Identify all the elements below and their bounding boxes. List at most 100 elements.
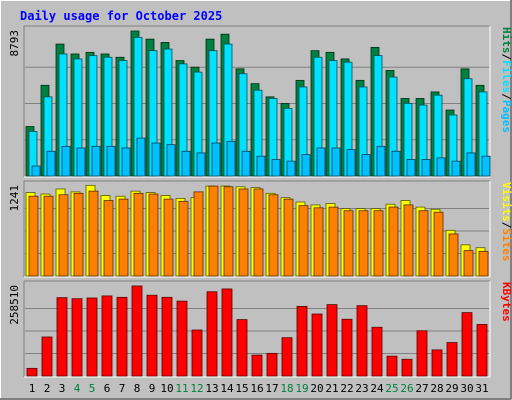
legend-entry: Pages xyxy=(500,100,512,133)
bar-kbytes-day-16 xyxy=(251,354,263,377)
bar-kbytes-day-23 xyxy=(356,305,368,377)
bar-kbytes-day-19 xyxy=(296,305,308,377)
bar-sites-day-24 xyxy=(373,210,384,277)
bar-kbytes-day-13 xyxy=(206,291,218,377)
day-label: 18 xyxy=(280,382,293,395)
day-label: 19 xyxy=(295,382,308,395)
bar-sites-day-19 xyxy=(298,205,309,277)
bar-kbytes-day-5 xyxy=(86,297,98,377)
day-label: 7 xyxy=(119,382,126,395)
bar-pages-day-14 xyxy=(226,140,236,177)
bar-pages-day-3 xyxy=(61,145,71,177)
bar-kbytes-day-7 xyxy=(116,296,128,377)
y-axis-max-label: 258510 xyxy=(8,285,21,325)
bar-pages-day-20 xyxy=(316,147,326,177)
bar-sites-day-30 xyxy=(463,250,474,277)
legend: KBytes xyxy=(500,282,512,322)
day-label: 22 xyxy=(340,382,353,395)
bar-pages-day-9 xyxy=(151,142,161,177)
bar-sites-day-10 xyxy=(163,198,174,277)
bar-sites-day-27 xyxy=(418,210,429,277)
bar-pages-day-5 xyxy=(91,145,101,177)
day-label: 12 xyxy=(190,382,203,395)
chart-title: Daily usage for October 2025 xyxy=(20,9,222,23)
bar-pages-day-22 xyxy=(346,149,356,177)
day-label: 17 xyxy=(265,382,278,395)
day-label: 2 xyxy=(44,382,51,395)
bar-kbytes-day-9 xyxy=(146,294,158,377)
day-label: 1 xyxy=(29,382,36,395)
y-axis-max-label: 8793 xyxy=(8,30,21,57)
bar-sites-day-15 xyxy=(238,188,249,277)
bar-pages-day-1 xyxy=(31,165,41,177)
bar-sites-day-11 xyxy=(178,200,189,277)
bar-pages-day-28 xyxy=(436,157,446,177)
bar-kbytes-day-28 xyxy=(431,349,443,377)
legend-entry: / xyxy=(500,54,512,61)
bar-sites-day-22 xyxy=(343,210,354,277)
bar-pages-day-16 xyxy=(256,155,266,177)
day-label: 23 xyxy=(355,382,368,395)
panel-top: 8793 Hits/Files/Pages xyxy=(8,25,512,178)
bar-pages-day-18 xyxy=(286,160,296,177)
bar-kbytes-day-12 xyxy=(191,329,203,377)
bar-sites-day-1 xyxy=(28,195,39,277)
legend: Visits/Sites xyxy=(500,182,512,262)
bar-sites-day-17 xyxy=(268,194,279,277)
bar-pages-day-15 xyxy=(241,150,251,177)
bar-pages-day-31 xyxy=(481,155,491,177)
bar-kbytes-day-22 xyxy=(341,318,353,377)
day-label: 16 xyxy=(250,382,263,395)
bar-kbytes-day-10 xyxy=(161,296,173,377)
bar-sites-day-4 xyxy=(73,192,84,277)
bar-pages-day-13 xyxy=(211,142,221,177)
bar-pages-day-27 xyxy=(421,159,431,177)
bar-pages-day-24 xyxy=(376,145,386,177)
bar-sites-day-31 xyxy=(478,250,489,277)
day-label: 28 xyxy=(430,382,443,395)
bar-kbytes-day-17 xyxy=(266,352,278,377)
day-label: 20 xyxy=(310,382,323,395)
bar-kbytes-day-30 xyxy=(461,312,473,377)
bar-pages-day-26 xyxy=(406,159,416,177)
bar-pages-day-4 xyxy=(76,147,86,177)
bar-kbytes-day-14 xyxy=(221,288,233,377)
bar-sites-day-13 xyxy=(208,185,219,277)
bar-kbytes-day-21 xyxy=(326,304,338,377)
bar-kbytes-day-1 xyxy=(26,367,38,377)
day-label: 10 xyxy=(160,382,173,395)
day-label: 24 xyxy=(370,382,384,395)
legend-entry: Files xyxy=(500,60,512,93)
day-label: 8 xyxy=(134,382,141,395)
bar-sites-day-20 xyxy=(313,207,324,277)
bar-pages-day-23 xyxy=(361,154,371,177)
bar-sites-day-14 xyxy=(223,186,234,277)
bar-kbytes-day-6 xyxy=(101,295,113,377)
bar-sites-day-25 xyxy=(388,206,399,277)
bar-sites-day-26 xyxy=(403,204,414,277)
bar-pages-day-30 xyxy=(466,152,476,177)
bar-sites-day-6 xyxy=(103,200,114,277)
bar-kbytes-day-31 xyxy=(476,324,488,377)
legend-entry: / xyxy=(500,222,512,229)
bar-sites-day-9 xyxy=(148,193,159,277)
bar-sites-day-12 xyxy=(193,191,204,277)
legend-entry: Visits xyxy=(500,182,512,222)
bar-kbytes-day-8 xyxy=(131,285,143,377)
bar-sites-day-16 xyxy=(253,188,264,277)
bar-kbytes-day-25 xyxy=(386,355,398,377)
x-axis-day-labels: 1 2 3 4 5 6 7 8 9 10 11 12 13 14 15 16 17 18 19 20 21 22 23 24 2… xyxy=(29,382,489,395)
bar-kbytes-day-29 xyxy=(446,342,458,377)
bar-pages-day-19 xyxy=(301,154,311,177)
bar-pages-day-2 xyxy=(46,150,56,177)
day-label: 13 xyxy=(205,382,218,395)
bar-sites-day-29 xyxy=(448,233,459,277)
bar-kbytes-day-2 xyxy=(41,336,53,377)
day-label: 14 xyxy=(220,382,234,395)
bar-pages-day-8 xyxy=(136,137,146,177)
bar-sites-day-28 xyxy=(433,211,444,277)
legend-entry: KBytes xyxy=(500,282,512,322)
panel-bottom: 258510 KBytes xyxy=(8,280,512,378)
